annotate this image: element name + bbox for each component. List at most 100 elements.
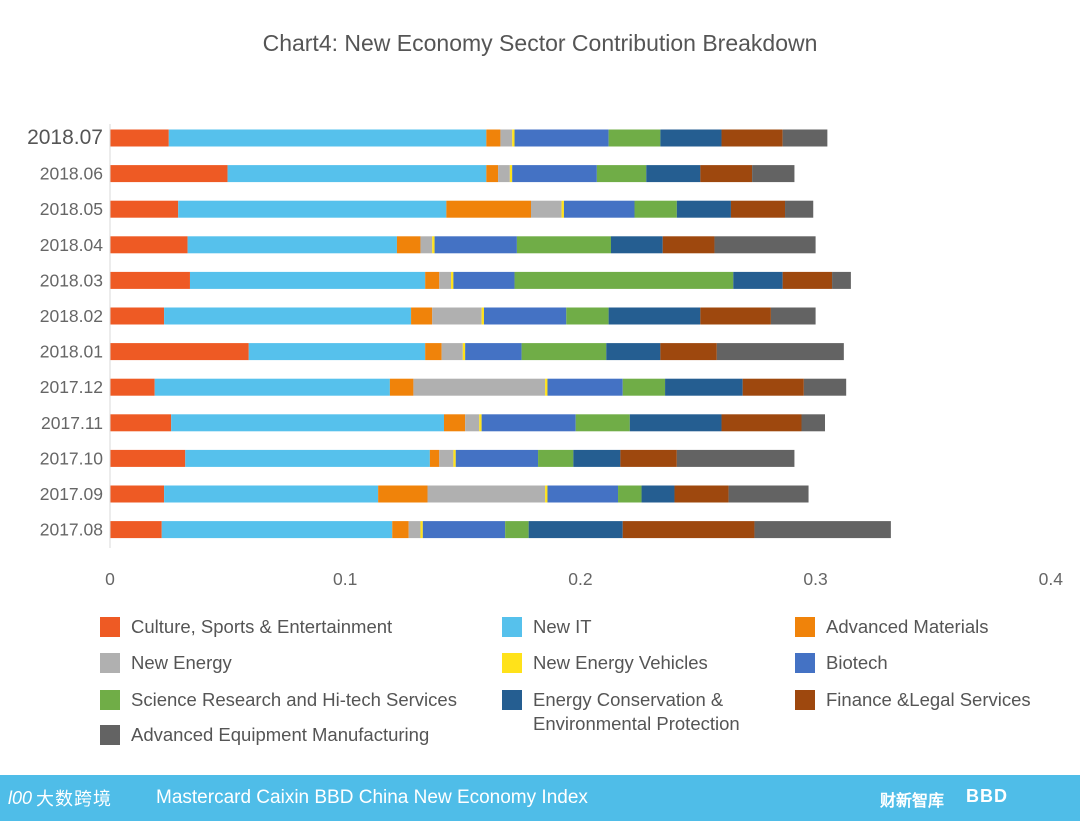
footer-title: Mastercard Caixin BBD China New Economy …	[156, 787, 588, 808]
bar-segment	[752, 165, 795, 183]
bar-segment	[420, 236, 433, 254]
bar-segment	[110, 521, 162, 539]
bar-segment	[516, 236, 611, 254]
category-label: 2017.11	[41, 413, 103, 433]
bar-segment	[486, 165, 499, 183]
bar-segment	[641, 485, 675, 503]
legend-label: New IT	[533, 616, 592, 637]
bar-segment	[451, 271, 454, 289]
bar-segment	[742, 378, 804, 396]
legend-item: Culture, Sports & Entertainment	[100, 615, 392, 639]
bar-segment	[439, 271, 452, 289]
bar-segment	[481, 414, 576, 432]
legend-label: Energy Conservation & Environmental Prot…	[533, 689, 740, 734]
category-label: 2018.02	[40, 306, 103, 326]
legend-label: Biotech	[826, 652, 888, 673]
bar-segment	[514, 271, 734, 289]
bar-segment	[512, 129, 515, 147]
bar-segment	[782, 129, 828, 147]
legend-label: Finance &Legal Services	[826, 689, 1031, 710]
legend-swatch	[795, 653, 815, 673]
category-label: 2017.12	[40, 377, 103, 397]
bar-segment	[389, 378, 414, 396]
bar-segment	[110, 271, 190, 289]
bar-segment	[422, 521, 506, 539]
bar-segment	[185, 449, 430, 467]
legend-item: New Energy	[100, 651, 232, 675]
bar-segment	[832, 271, 851, 289]
bar-segment	[465, 414, 480, 432]
x-tick-label: 0.2	[568, 569, 592, 589]
bar-segment	[575, 414, 630, 432]
bar-segment	[730, 200, 786, 218]
brand-logo-caixin: 财新智库	[880, 793, 945, 810]
category-label: 2017.08	[40, 520, 103, 540]
bar-segment	[547, 485, 619, 503]
legend-label: Advanced Materials	[826, 616, 989, 637]
legend-label: Science Research and Hi-tech Services	[131, 689, 457, 710]
legend-swatch	[502, 617, 522, 637]
bar-segment	[441, 343, 463, 361]
bar-segment	[411, 307, 433, 325]
bar-segment	[429, 449, 440, 467]
bar-segment	[622, 378, 666, 396]
bar-segment	[728, 485, 809, 503]
legend-swatch	[100, 653, 120, 673]
bar-segment	[378, 485, 428, 503]
bar-segment	[396, 236, 421, 254]
bar-segment	[660, 343, 717, 361]
bar-segment	[662, 236, 715, 254]
bar-segment	[171, 414, 444, 432]
x-tick-label: 0.1	[333, 569, 357, 589]
bar-segment	[465, 343, 522, 361]
bar-segment	[561, 200, 564, 218]
bar-segment	[509, 165, 513, 183]
stacked-bar-chart: 2018.07 2018.06 2018.05 2018.04 2018.03 2018.…	[27, 124, 1064, 589]
legend-swatch	[795, 690, 815, 710]
bar-segment	[512, 165, 597, 183]
bar-segment	[716, 343, 844, 361]
bar-segment	[453, 449, 456, 467]
bar-segment	[161, 521, 393, 539]
legend-item: Finance &Legal Services	[795, 688, 1031, 712]
bar-segment	[770, 307, 816, 325]
category-label: 2018.03	[40, 270, 103, 290]
bar-segment	[676, 200, 731, 218]
bar-segment	[462, 343, 466, 361]
bar-segment	[500, 129, 513, 147]
bar-segment	[425, 343, 442, 361]
bar-segment	[547, 378, 623, 396]
bar-segment	[521, 343, 607, 361]
bar-segment	[439, 449, 454, 467]
bar-segment	[187, 236, 397, 254]
bar-segment	[801, 414, 826, 432]
legend-swatch	[502, 653, 522, 673]
bar-segment	[563, 200, 635, 218]
bar-segment	[486, 129, 501, 147]
bar-segment	[110, 414, 172, 432]
bar-segment	[446, 200, 532, 218]
bar-segment	[248, 343, 426, 361]
bar-segment	[427, 485, 546, 503]
bar-segment	[620, 449, 677, 467]
legend-swatch	[502, 690, 522, 710]
category-label: 2018.05	[40, 199, 103, 219]
category-label: 2017.09	[40, 484, 103, 504]
bar-segment	[164, 307, 412, 325]
bar-segment	[803, 378, 847, 396]
bar-segment	[700, 165, 753, 183]
legend-item: Advanced Equipment Manufacturing	[100, 723, 429, 747]
bar-segment	[610, 236, 663, 254]
bar-segment	[646, 165, 701, 183]
bar-segment	[168, 129, 487, 147]
x-tick-label: 0.3	[803, 569, 827, 589]
bar-segment	[420, 521, 423, 539]
bar-segment	[721, 414, 802, 432]
bar-segment	[514, 129, 609, 147]
bar-segment	[528, 521, 623, 539]
bar-segment	[189, 271, 426, 289]
bar-segment	[227, 165, 487, 183]
x-tick-label: 0.4	[1039, 569, 1064, 589]
bar-segment	[785, 200, 814, 218]
legend-label: Advanced Equipment Manufacturing	[131, 724, 430, 745]
